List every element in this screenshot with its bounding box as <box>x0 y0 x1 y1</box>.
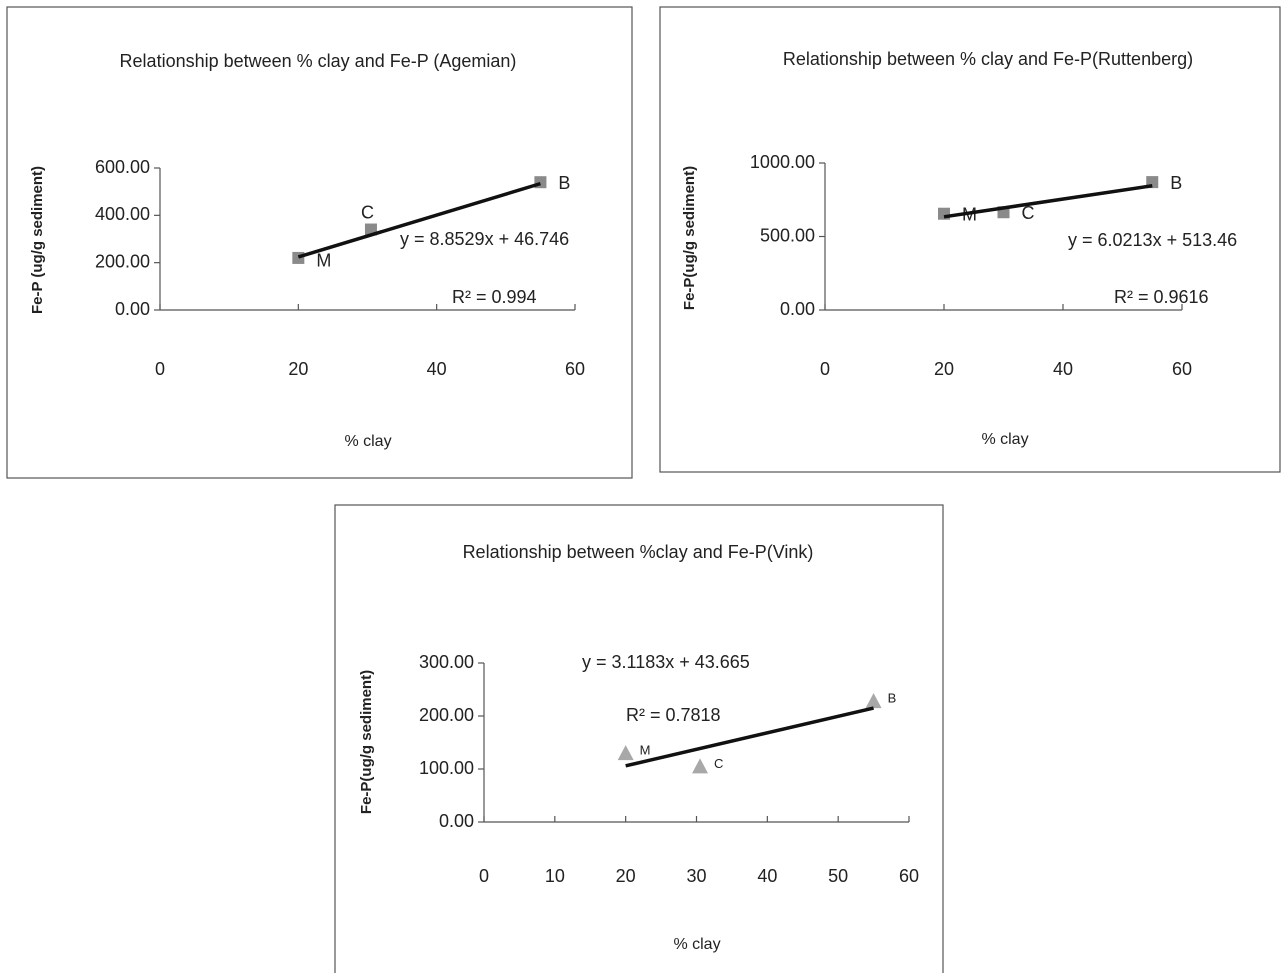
page: Relationship between % clay and Fe-P (Ag… <box>0 0 1283 973</box>
point <box>292 252 304 264</box>
annotation: R² = 0.7818 <box>626 705 721 725</box>
y-tick-label: 0.00 <box>115 299 150 319</box>
x-tick-label: 60 <box>899 866 919 886</box>
y-tick-label: 100.00 <box>419 758 474 778</box>
x-tick-label: 0 <box>479 866 489 886</box>
chart-title: Relationship between % clay and Fe-P(Rut… <box>783 49 1193 69</box>
x-tick-label: 30 <box>686 866 706 886</box>
point-label: B <box>558 173 570 193</box>
chart: Relationship between % clay and Fe-P (Ag… <box>7 7 632 478</box>
annotation: y = 8.8529x + 46.746 <box>400 229 569 249</box>
point-label: C <box>361 202 374 222</box>
point-label: C <box>714 756 723 771</box>
y-tick-label: 200.00 <box>419 705 474 725</box>
x-tick-label: 20 <box>934 359 954 379</box>
y-tick-label: 400.00 <box>95 204 150 224</box>
x-tick-label: 10 <box>545 866 565 886</box>
x-axis-label: % clay <box>344 433 391 450</box>
chart: Relationship between %clay and Fe-P(Vink… <box>335 505 943 973</box>
chart-title: Relationship between %clay and Fe-P(Vink… <box>463 542 814 562</box>
y-axis-label: Fe-P(ug/g sediment) <box>681 166 698 310</box>
annotation: R² = 0.9616 <box>1114 287 1209 307</box>
x-tick-label: 60 <box>1172 359 1192 379</box>
x-tick-label: 20 <box>288 359 308 379</box>
x-axis-label: % clay <box>673 936 720 953</box>
point-label: B <box>1170 173 1182 193</box>
y-tick-label: 600.00 <box>95 157 150 177</box>
chart: Relationship between % clay and Fe-P(Rut… <box>660 7 1280 472</box>
y-axis-label: Fe-P(ug/g sediment) <box>358 670 375 814</box>
annotation: y = 6.0213x + 513.46 <box>1068 230 1237 250</box>
x-tick-label: 40 <box>757 866 777 886</box>
y-axis-label: Fe-P (ug/g sediment) <box>29 166 46 314</box>
x-tick-label: 40 <box>1053 359 1073 379</box>
y-tick-label: 0.00 <box>439 811 474 831</box>
chart-title: Relationship between % clay and Fe-P (Ag… <box>120 51 517 71</box>
x-tick-label: 60 <box>565 359 585 379</box>
y-tick-label: 0.00 <box>780 299 815 319</box>
point-label: B <box>888 691 897 706</box>
x-tick-label: 0 <box>155 359 165 379</box>
x-tick-label: 0 <box>820 359 830 379</box>
y-tick-label: 500.00 <box>760 225 815 245</box>
x-tick-label: 40 <box>427 359 447 379</box>
y-tick-label: 300.00 <box>419 652 474 672</box>
annotation: R² = 0.994 <box>452 287 537 307</box>
point-label: M <box>316 251 331 271</box>
point-label: M <box>640 743 651 758</box>
annotation: y = 3.1183x + 43.665 <box>582 652 750 672</box>
y-tick-label: 1000.00 <box>750 152 815 172</box>
x-axis-label: % clay <box>981 431 1028 448</box>
chart-frame <box>335 505 943 973</box>
y-tick-label: 200.00 <box>95 251 150 271</box>
x-tick-label: 20 <box>616 866 636 886</box>
x-tick-label: 50 <box>828 866 848 886</box>
